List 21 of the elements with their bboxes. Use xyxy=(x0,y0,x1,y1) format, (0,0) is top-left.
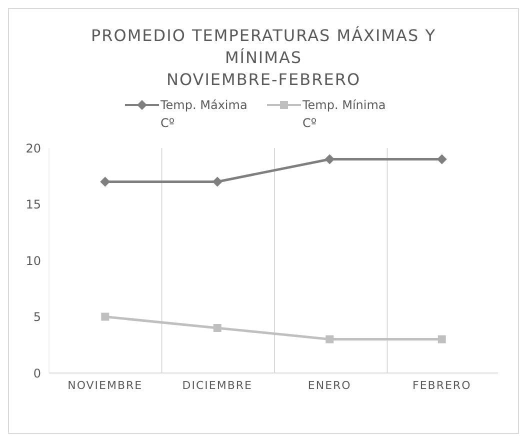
point xyxy=(101,312,110,321)
chart-subtitle: NOVIEMBRE-FEBRERO xyxy=(165,69,362,91)
chart-title: PROMEDIO TEMPERATURAS MÁXIMAS Y MÍNIMAS xyxy=(90,25,437,69)
y-tick-label: 10 xyxy=(26,254,41,268)
point xyxy=(212,176,222,187)
point xyxy=(324,154,335,164)
legend-label: Temp. Mínima Cº xyxy=(302,97,387,132)
y-tick-label: 5 xyxy=(33,310,41,324)
point xyxy=(438,335,446,344)
point xyxy=(213,324,222,332)
x-tick-label: NOVIEMBRE xyxy=(68,378,143,392)
y-tick-label: 0 xyxy=(33,366,41,380)
x-tick-label: FEBRERO xyxy=(412,378,472,392)
y-tick-label: 20 xyxy=(26,141,41,156)
y-tick-label: 15 xyxy=(26,198,41,212)
x-tick-label: ENERO xyxy=(308,378,352,392)
x-tick-label: DICIEMBRE xyxy=(182,378,252,392)
point xyxy=(436,154,447,164)
point xyxy=(100,176,110,187)
legend-label: Temp. Máxima Cº xyxy=(160,97,248,132)
point xyxy=(326,335,334,344)
